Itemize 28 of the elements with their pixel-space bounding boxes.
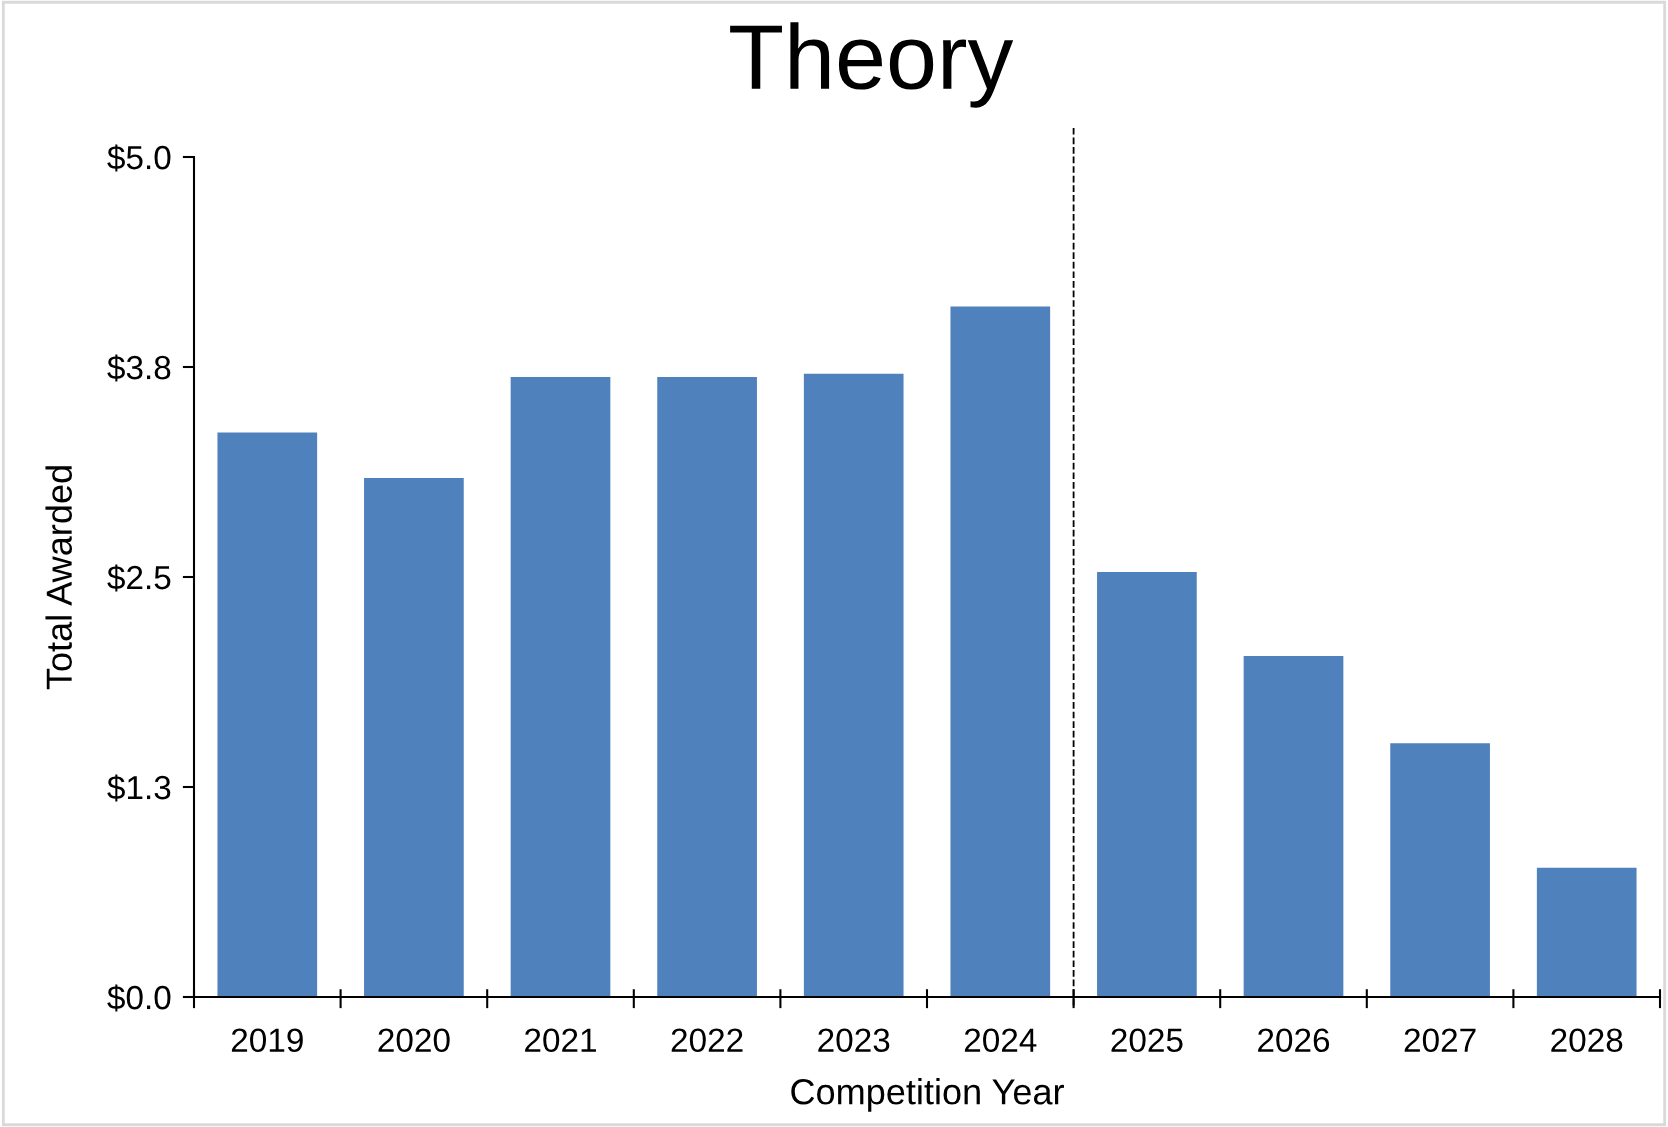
y-tick-label: $3.8 <box>107 354 171 382</box>
x-tick-label: 2026 <box>1258 1028 1330 1053</box>
y-tick-label: $2.5 <box>107 564 171 592</box>
x-tick-label: 2020 <box>378 1028 450 1053</box>
bar <box>1536 867 1637 997</box>
bar <box>510 377 611 997</box>
x-tick-label: 2021 <box>525 1028 596 1053</box>
bar <box>657 377 757 997</box>
bar <box>1097 571 1197 997</box>
y-tick-label: $5.0 <box>107 144 171 172</box>
bar <box>364 477 464 997</box>
chart-title: Theory <box>730 22 1014 108</box>
x-tick-label: 2022 <box>671 1028 743 1053</box>
x-tick-label: 2027 <box>1404 1028 1476 1053</box>
x-tick-label: 2024 <box>964 1028 1037 1053</box>
bar <box>950 306 1051 997</box>
x-tick-label: 2028 <box>1551 1028 1623 1053</box>
x-tick-label: 2025 <box>1111 1028 1183 1053</box>
bar <box>803 373 904 997</box>
x-tick-label: 2019 <box>231 1028 303 1053</box>
y-axis-title: Total Awarded <box>45 466 72 690</box>
bar <box>217 432 318 997</box>
y-tick-label: $0.0 <box>107 984 171 1012</box>
y-tick-label: $1.3 <box>107 774 171 802</box>
x-axis-title: Competition Year <box>791 1078 1064 1112</box>
x-tick-label: 2023 <box>818 1028 890 1053</box>
bar <box>1390 743 1490 997</box>
bar <box>1243 655 1344 997</box>
